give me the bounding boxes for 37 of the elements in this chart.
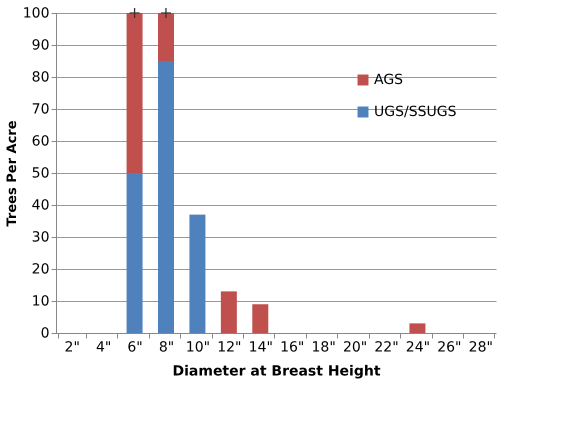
x-tick-label: 20" (342, 340, 368, 356)
x-tick-label: 14" (248, 340, 273, 356)
x-tick-label: 2" (64, 340, 80, 356)
bar (126, 173, 143, 333)
legend-label: AGS (374, 72, 404, 88)
y-tick-label: 50 (32, 166, 50, 182)
x-axis-title: Diameter at Breast Height (172, 364, 381, 380)
x-tick-label: 10" (186, 340, 210, 356)
bar (158, 61, 174, 333)
y-tick-label: 20 (32, 262, 50, 278)
y-tick-label: 10 (32, 294, 50, 310)
bar (220, 291, 237, 333)
y-tick-label: 30 (32, 230, 50, 246)
x-tick-label: 6" (127, 340, 143, 356)
bar (252, 304, 268, 333)
y-tick-label: 90 (32, 38, 50, 54)
y-tick-label: 60 (32, 134, 50, 150)
bar (409, 323, 426, 333)
x-tick-label: 16" (280, 340, 304, 356)
legend-label: UGS/SSUGS (374, 104, 457, 120)
x-tick-label: 22" (374, 340, 399, 356)
x-tick-label: 12" (217, 340, 242, 356)
y-tick-label: 40 (32, 198, 50, 214)
y-axis-title: Trees Per Acre (4, 120, 20, 227)
x-tick-label: 26" (437, 340, 462, 356)
annotation: + (159, 3, 173, 22)
y-tick-label: 80 (32, 70, 50, 86)
x-tick-label: 4" (96, 340, 112, 356)
annotation: + (128, 3, 142, 22)
x-tick-label: 28" (468, 340, 493, 356)
bar (189, 214, 206, 333)
x-tick-label: 18" (312, 340, 336, 356)
x-tick-label: 8" (158, 340, 174, 356)
y-tick-label: 70 (32, 102, 50, 118)
y-tick-label: 100 (22, 6, 50, 22)
y-tick-label: 0 (40, 326, 50, 342)
x-tick-label: 24" (406, 340, 430, 356)
